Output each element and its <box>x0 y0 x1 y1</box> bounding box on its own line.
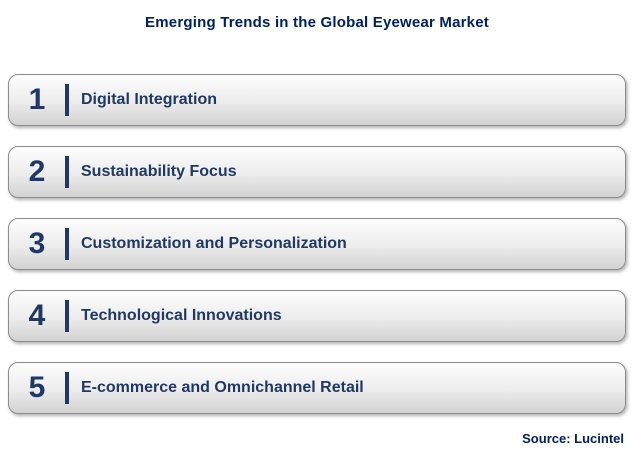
trend-label: Digital Integration <box>81 91 217 108</box>
trend-label: Sustainability Focus <box>81 163 237 180</box>
trend-label: Customization and Personalization <box>81 235 347 252</box>
trend-label: Technological Innovations <box>81 307 282 324</box>
trend-number: 5 <box>28 371 46 404</box>
trend-number: 2 <box>28 155 46 188</box>
divider-bar <box>65 300 69 332</box>
page-title: Emerging Trends in the Global Eyewear Ma… <box>145 14 489 31</box>
trend-label: E-commerce and Omnichannel Retail <box>81 379 364 396</box>
trend-row-4: 4 Technological Innovations <box>8 290 626 342</box>
trend-number: 4 <box>28 299 46 332</box>
trend-row-3: 3 Customization and Personalization <box>8 218 626 270</box>
trend-number: 1 <box>28 83 46 116</box>
trend-row-1: 1 Digital Integration <box>8 74 626 126</box>
divider-bar <box>65 372 69 404</box>
trend-number: 3 <box>28 227 46 260</box>
trend-list: 1 Digital Integration 2 Sustainability F… <box>8 74 626 414</box>
divider-bar <box>65 228 69 260</box>
divider-bar <box>65 84 69 116</box>
divider-bar <box>65 156 69 188</box>
trend-row-5: 5 E-commerce and Omnichannel Retail <box>8 362 626 414</box>
trend-row-2: 2 Sustainability Focus <box>8 146 626 198</box>
source-attribution: Source: Lucintel <box>522 431 624 446</box>
